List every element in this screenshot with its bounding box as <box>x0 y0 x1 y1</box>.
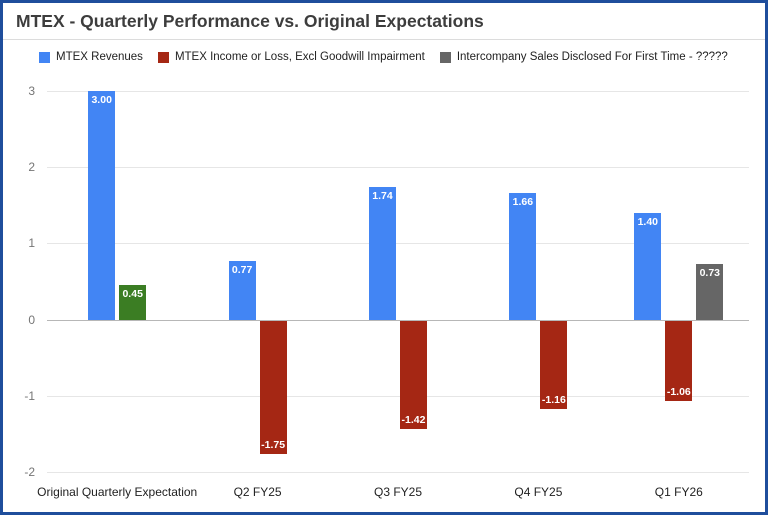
x-tick-label-q1-fy26: Q1 FY26 <box>654 485 703 499</box>
bar-mtex-income-original-quarterly-expectation[interactable]: 0.45 <box>119 285 147 320</box>
bar-value-label: 1.74 <box>372 190 393 202</box>
y-axis: 3 2 1 0 -1 -2 <box>3 84 41 479</box>
plot-area: 3.00 0.45 0.77 -1.75 1.74 -1.42 1.66 -1.16 1.40 -… <box>47 91 749 473</box>
bar-value-label: -1.06 <box>666 386 691 399</box>
bar-mtex-revenues-q2-fy25[interactable]: 0.77 <box>228 260 256 320</box>
gridline <box>47 472 749 473</box>
bar-value-label: 1.66 <box>512 196 534 209</box>
bar-mtex-revenues-q4-fy25[interactable]: 1.66 <box>509 193 537 320</box>
y-tick-label: 3 <box>28 84 35 98</box>
bar-value-label: -1.42 <box>401 413 426 426</box>
gridline <box>47 167 749 169</box>
y-tick-label: -1 <box>24 388 35 403</box>
gridline <box>47 395 749 397</box>
x-tick-label-q4-fy25: Q4 FY25 <box>514 485 563 499</box>
bar-value-label: 0.73 <box>699 266 721 279</box>
bar-mtex-revenues-q1-fy26[interactable]: 1.40 <box>634 212 662 320</box>
legend-swatch-icon <box>39 51 50 63</box>
y-tick-label: -2 <box>24 465 35 479</box>
bar-mtex-income-q1-fy26[interactable]: -1.06 <box>665 320 693 402</box>
x-axis: Original Quarterly Expectation Q2 FY25 Q3 … <box>37 482 749 504</box>
legend-label: Intercompany Sales Disclosed For First T… <box>456 51 728 63</box>
x-tick-label-original-quarterly-expectation: Original Quarterly Expectation <box>37 485 198 499</box>
legend-swatch-icon <box>157 51 169 63</box>
legend-swatch-icon <box>439 51 451 63</box>
bar-mtex-income-q2-fy25[interactable]: -1.75 <box>259 320 287 454</box>
chart-title: MTEX - Quarterly Performance vs. Origina… <box>16 11 484 31</box>
title-divider <box>3 39 765 40</box>
y-tick-label: 0 <box>28 312 35 327</box>
legend-item-intercompany-sales-disclosed-f: Intercompany Sales Disclosed For First T… <box>439 51 728 63</box>
x-tick-label-q2-fy25: Q2 FY25 <box>233 485 282 499</box>
legend-item-mtex-revenues: MTEX Revenues <box>39 51 143 63</box>
bar-value-label: 0.45 <box>122 288 143 301</box>
zero-gridline <box>47 319 749 321</box>
legend-label: MTEX Revenues <box>56 51 143 63</box>
bar-intercompany-sales-q1-fy26[interactable]: 0.73 <box>696 263 724 320</box>
bar-value-label: 3.00 <box>91 94 112 106</box>
legend: MTEX Revenues MTEX Income or Loss, Excl G… <box>39 50 728 64</box>
y-tick-label: 1 <box>28 236 35 251</box>
x-tick-label-q3-fy25: Q3 FY25 <box>373 485 423 499</box>
gridline <box>47 91 749 92</box>
bar-mtex-income-q4-fy25[interactable]: -1.16 <box>540 320 568 409</box>
legend-item-mtex-income-or-loss-excl-goodw: MTEX Income or Loss, Excl Goodwill Impai… <box>157 51 425 63</box>
y-tick-label: 2 <box>28 160 35 175</box>
gridline <box>47 243 749 245</box>
bar-value-label: -1.75 <box>261 438 286 451</box>
bar-mtex-revenues-original-quarterly-expectation[interactable]: 3.00 <box>88 91 116 320</box>
bar-value-label: 0.77 <box>231 263 253 276</box>
bar-value-label: 1.40 <box>637 215 659 228</box>
bar-mtex-revenues-q3-fy25[interactable]: 1.74 <box>369 187 396 320</box>
legend-label: MTEX Income or Loss, Excl Goodwill Impai… <box>174 51 425 63</box>
bar-value-label: -1.16 <box>541 393 566 406</box>
bar-mtex-income-q3-fy25[interactable]: -1.42 <box>400 320 427 429</box>
